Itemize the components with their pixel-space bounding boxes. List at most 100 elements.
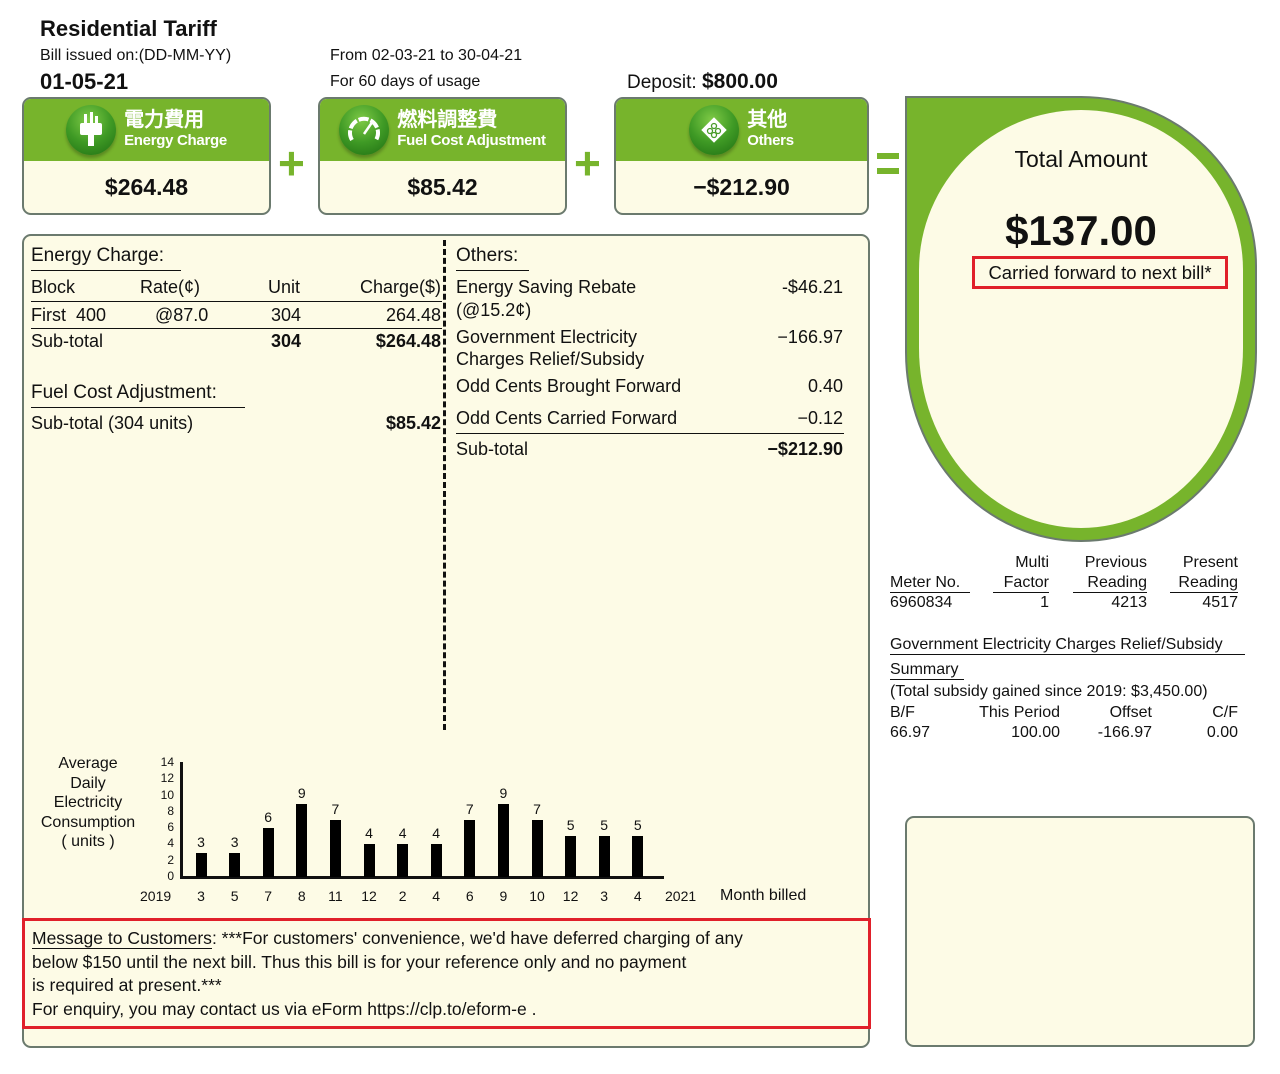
column-divider: [443, 240, 446, 730]
chart-x-label: Month billed: [720, 887, 807, 904]
total-amount-value: $137.00: [1005, 207, 1157, 254]
y-tick: 4: [167, 836, 174, 851]
fuel-cost-value: $85.42: [407, 174, 478, 200]
present-header: Present: [1182, 554, 1238, 571]
offset-value: -166.97: [1097, 724, 1152, 741]
chart-bar: [464, 820, 476, 877]
y-tick: 6: [167, 820, 174, 835]
odd-cents-cf-value: −0.12: [797, 408, 843, 428]
bar-value-label: 9: [499, 784, 508, 801]
x-tick: 2: [398, 888, 407, 904]
subsidy-label-1: Government Electricity: [456, 327, 638, 347]
chart-bar: [229, 852, 241, 877]
cf-value: 0.00: [1206, 724, 1238, 741]
bar-value-label: 3: [197, 833, 205, 850]
subtotal-unit: 304: [271, 331, 302, 351]
energy-charge-value: $264.48: [104, 174, 189, 200]
fuel-subtotal-label: Sub-total (304 units): [31, 413, 194, 433]
subsidy-title: Government Electricity Charges Relief/Su…: [890, 636, 1245, 655]
message-text: : ***For customers' convenience, we'd ha…: [211, 928, 743, 948]
reading-header: Reading: [1170, 574, 1238, 593]
col-charge: Charge($): [359, 277, 441, 297]
customer-message: Message to Customers: ***For customers' …: [22, 918, 871, 1029]
odd-cents-cf-label: Odd Cents Carried Forward: [456, 408, 678, 428]
x-tick: 8: [297, 888, 306, 904]
x-tick: 7: [264, 888, 273, 904]
x-tick: 4: [633, 888, 642, 904]
chart-bar: [397, 844, 409, 877]
bar-value-label: 4: [432, 825, 441, 842]
chart-bar: [262, 828, 274, 877]
chart-bar: [565, 836, 577, 877]
fuel-subtotal-value: $85.42: [385, 413, 441, 433]
chart-bar: [632, 836, 644, 877]
subsidy-value: −166.97: [777, 327, 843, 347]
y-tick: 12: [160, 771, 174, 786]
chart-bar: [195, 852, 207, 877]
charges-detail-panel: [22, 234, 870, 1048]
bar-value-label: 5: [600, 817, 609, 834]
message-text: below $150 until the next bill. Thus thi…: [32, 951, 687, 972]
others-subtotal-label: Sub-total: [456, 439, 529, 459]
x-tick: 4: [432, 888, 441, 904]
deposit-label: Deposit:: [627, 72, 697, 93]
card-header: 其他 Others: [616, 99, 867, 161]
factor-header: Factor: [993, 574, 1049, 593]
bill-issued-label: Bill issued on:(DD-MM-YY): [40, 47, 232, 64]
card-header: 燃料調整費 Fuel Cost Adjustment: [320, 99, 565, 161]
others-subtotal-value: −$212.90: [767, 439, 843, 459]
chart-bar: [296, 803, 308, 877]
bf-header: B/F: [890, 704, 915, 721]
col-unit: Unit: [268, 277, 301, 297]
energy-charge-heading: Energy Charge:: [31, 245, 181, 271]
billing-period: From 02-03-21 to 30-04-21: [330, 47, 523, 64]
offset-header: Offset: [1109, 704, 1152, 721]
chart-y-label: Average Daily Electricity Consumption ( …: [40, 755, 136, 850]
x-tick: 12: [361, 888, 377, 904]
equals-icon: [877, 168, 899, 174]
bar-value-label: 5: [566, 817, 575, 834]
page-title: Residential Tariff: [40, 16, 217, 41]
bar-value-label: 5: [633, 817, 642, 834]
x-tick: 10: [529, 888, 545, 904]
chart-bar: [531, 820, 543, 877]
present-reading-value: 4517: [1202, 594, 1238, 611]
y-tick: 0: [167, 869, 174, 883]
odd-cents-bf-label: Odd Cents Brought Forward: [456, 376, 682, 396]
card-title-zh: 電力費用: [124, 109, 205, 131]
enquiry-text: For enquiry, you may contact us via eFor…: [32, 998, 537, 1019]
card-title-zh: 燃料調整費: [397, 109, 498, 131]
y-tick: 10: [160, 787, 174, 802]
fuel-cost-card: 燃料調整費 Fuel Cost Adjustment $85.42: [318, 97, 567, 215]
previous-header: Previous: [1084, 554, 1147, 571]
col-block: Block: [31, 277, 76, 297]
this-period-header: This Period: [979, 704, 1060, 721]
subsidy-summary-label: Summary: [890, 661, 964, 680]
bar-value-label: 3: [230, 833, 239, 850]
bar-value-label: 7: [331, 801, 340, 817]
reading-header: Reading: [1073, 574, 1147, 593]
plug-icon: [66, 105, 117, 155]
subtotal-charge: $264.48: [375, 331, 441, 351]
charge-value: 264.48: [385, 305, 441, 325]
y-tick: 8: [167, 803, 174, 818]
rate-value: @87.0: [155, 305, 209, 325]
multi-header: Multi: [1015, 554, 1049, 571]
chart-x-axis: [180, 876, 664, 879]
meter-no-header: Meter No.: [890, 574, 970, 593]
bar-value-label: 9: [297, 784, 306, 801]
bar-value-label: 6: [264, 809, 273, 826]
deposit-value: $800.00: [701, 70, 778, 93]
bill-issued-date: 01-05-21: [40, 69, 129, 94]
bar-value-label: 4: [365, 825, 373, 842]
x-tick: 12: [562, 888, 579, 904]
chart-bar: [598, 836, 610, 877]
x-tick: 6: [465, 888, 474, 904]
total-amount-panel: Total Amount $137.00 Carried forward to …: [905, 96, 1257, 542]
others-value: −$212.90: [693, 174, 790, 200]
col-rate: Rate(¢): [140, 277, 201, 297]
this-period-value: 100.00: [1011, 724, 1060, 741]
bf-value: 66.97: [890, 724, 931, 741]
chart-x-end: 2021: [665, 888, 697, 904]
carried-forward-note: Carried forward to next bill*: [972, 256, 1228, 289]
